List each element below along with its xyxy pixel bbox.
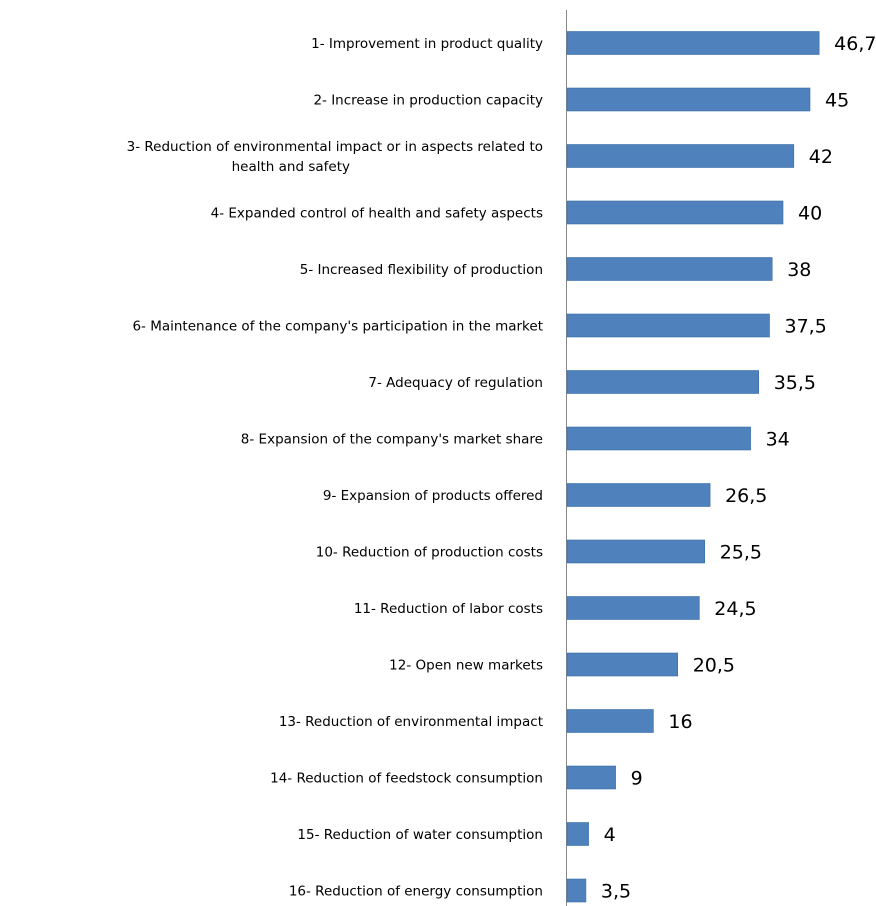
bar-14	[566, 765, 616, 790]
category-label-line: 6- Maintenance of the company's particip…	[132, 319, 543, 335]
category-labels-group: 1- Improvement in product quality 2- Incr…	[127, 36, 543, 900]
category-label-line: 7- Adequacy of regulation	[368, 375, 543, 391]
bar-5	[566, 257, 773, 281]
bar-10	[566, 539, 705, 564]
category-label-4: 4- Expanded control of health and safety…	[211, 206, 543, 222]
value-label-12: 20,5	[693, 655, 735, 677]
value-label-14: 9	[631, 768, 643, 790]
bar-2	[566, 87, 811, 112]
value-label-6: 37,5	[785, 316, 827, 338]
category-label-line: 11- Reduction of labor costs	[354, 601, 543, 617]
category-label-5: 5- Increased flexibility of production	[300, 262, 543, 278]
category-label-8: 8- Expansion of the company's market sha…	[241, 432, 543, 448]
category-label-3: 3- Reduction of environmental impact or …	[127, 139, 543, 175]
bar-8	[566, 426, 751, 451]
value-labels-group: 46,7 45 42 40 38 37,5 35,5 34 26,5 25,5 24,5 20,5 16…	[601, 33, 876, 903]
value-label-4: 40	[798, 203, 822, 225]
bar-12	[566, 652, 678, 677]
category-label-line: 3- Reduction of environmental impact or …	[127, 139, 543, 155]
bar-3	[566, 144, 795, 168]
bar-11	[566, 596, 700, 620]
category-label-6: 6- Maintenance of the company's particip…	[132, 319, 543, 335]
category-label-line: 9- Expansion of products offered	[323, 488, 543, 504]
bar-4	[566, 200, 784, 225]
value-label-8: 34	[766, 429, 790, 451]
category-label-10: 10- Reduction of production costs	[316, 545, 543, 561]
category-label-line: 2- Increase in production capacity	[313, 93, 543, 109]
category-label-line: 14- Reduction of feedstock consumption	[270, 771, 543, 787]
category-label-line: health and safety	[232, 159, 350, 175]
bars-group	[566, 31, 820, 903]
value-label-7: 35,5	[774, 372, 816, 394]
category-label-7: 7- Adequacy of regulation	[368, 375, 543, 391]
value-label-9: 26,5	[725, 485, 767, 507]
value-label-13: 16	[668, 711, 692, 733]
value-label-16: 3,5	[601, 881, 631, 903]
category-label-line: 4- Expanded control of health and safety…	[211, 206, 543, 222]
category-label-line: 16- Reduction of energy consumption	[289, 884, 543, 900]
value-label-1: 46,7	[834, 33, 876, 55]
category-label-line: 10- Reduction of production costs	[316, 545, 543, 561]
value-label-3: 42	[809, 146, 833, 168]
bar-6	[566, 313, 770, 338]
category-label-line: 8- Expansion of the company's market sha…	[241, 432, 543, 448]
category-label-line: 15- Reduction of water consumption	[297, 827, 543, 843]
bar-16	[566, 878, 587, 903]
bar-13	[566, 709, 654, 733]
category-label-line: 12- Open new markets	[389, 658, 543, 674]
category-label-1: 1- Improvement in product quality	[311, 36, 543, 52]
category-label-line: 5- Increased flexibility of production	[300, 262, 543, 278]
bar-15	[566, 822, 589, 846]
category-label-12: 12- Open new markets	[389, 658, 543, 674]
category-label-14: 14- Reduction of feedstock consumption	[270, 771, 543, 787]
bar-1	[566, 31, 820, 55]
value-label-5: 38	[787, 259, 811, 281]
category-label-15: 15- Reduction of water consumption	[297, 827, 543, 843]
bar-7	[566, 370, 759, 394]
category-label-11: 11- Reduction of labor costs	[354, 601, 543, 617]
value-label-15: 4	[604, 824, 616, 846]
category-label-13: 13- Reduction of environmental impact	[279, 714, 543, 730]
category-label-16: 16- Reduction of energy consumption	[289, 884, 543, 900]
value-label-11: 24,5	[714, 598, 756, 620]
category-label-line: 13- Reduction of environmental impact	[279, 714, 543, 730]
value-label-10: 25,5	[720, 542, 762, 564]
value-label-2: 45	[825, 90, 849, 112]
category-label-9: 9- Expansion of products offered	[323, 488, 543, 504]
bar-9	[566, 483, 711, 507]
category-label-line: 1- Improvement in product quality	[311, 36, 543, 52]
category-label-2: 2- Increase in production capacity	[313, 93, 543, 109]
